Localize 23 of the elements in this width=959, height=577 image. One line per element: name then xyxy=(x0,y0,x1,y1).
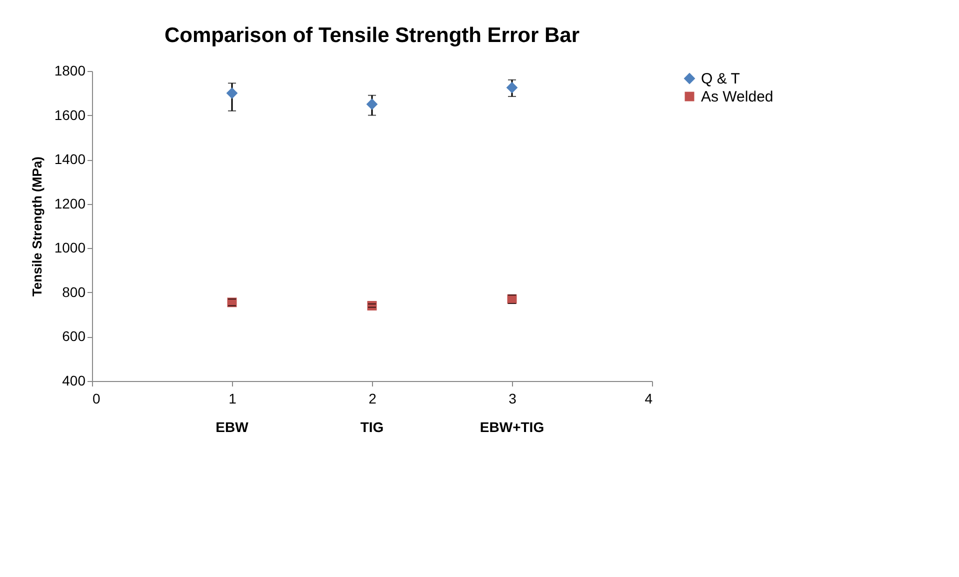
x-tick-label: 2 xyxy=(368,390,377,406)
y-axis-title: Tensile Strength (MPa) xyxy=(29,156,44,296)
x-tick-label: 3 xyxy=(508,390,517,406)
y-tick-label: 1200 xyxy=(54,195,86,212)
text: EBW xyxy=(216,419,250,435)
y-tick-label: 1600 xyxy=(54,106,86,123)
y-tick-label: 1400 xyxy=(54,151,86,168)
x-tick-label: 4 xyxy=(644,390,653,406)
legend-label: As Welded xyxy=(701,88,774,106)
y-tick-label: 1800 xyxy=(54,62,86,78)
chart-title: Comparison of Tensile Strength Error Bar xyxy=(164,24,580,47)
x-tick-label: 1 xyxy=(228,390,237,406)
x-tick-label: 0 xyxy=(92,390,100,406)
text: TIG xyxy=(360,419,384,435)
text: EBW+TIG xyxy=(480,419,544,435)
y-tick-label: 400 xyxy=(62,372,86,388)
y-tick-label: 1000 xyxy=(54,240,86,256)
point xyxy=(226,87,238,99)
point xyxy=(366,98,378,110)
point xyxy=(506,82,518,94)
y-tick-label: 800 xyxy=(62,284,86,300)
legend-label: Q & T xyxy=(701,70,740,88)
y-tick-label: 600 xyxy=(62,328,86,344)
